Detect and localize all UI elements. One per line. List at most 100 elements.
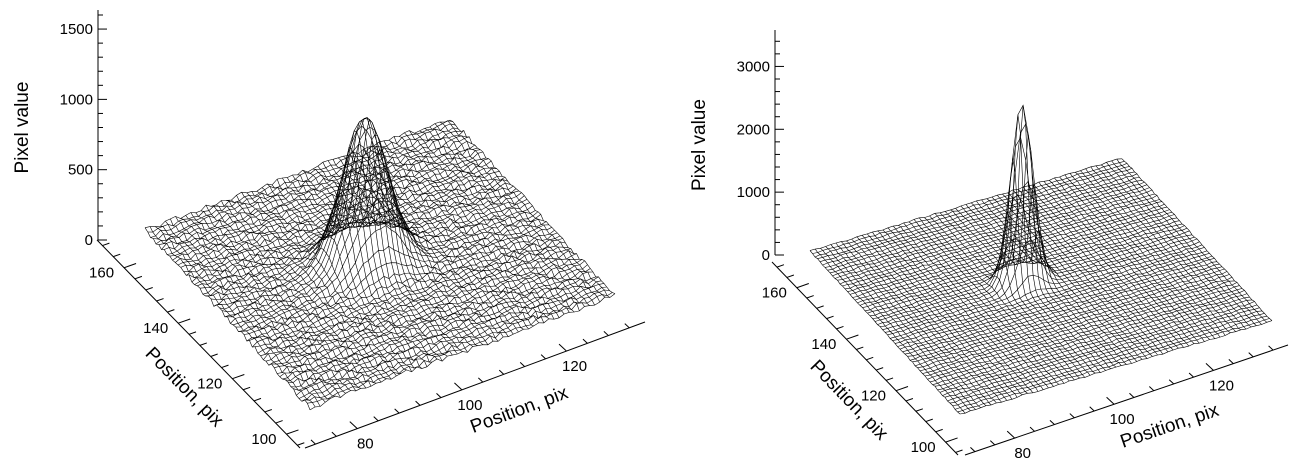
mesh-line [1106,162,1257,326]
x-tick [415,400,421,406]
mesh-line [149,226,316,408]
x-tick [519,362,526,367]
y-tick [796,283,809,289]
mesh-line [185,215,351,391]
z-tick-label: 1500 [60,21,93,38]
x-tick [373,416,379,422]
y-tick [210,353,218,357]
y-tick [253,397,262,402]
y-tick [286,429,299,435]
mesh-line [991,196,1143,360]
mesh-line [1038,181,1190,347]
x-tick [1188,372,1194,378]
mesh-line [165,220,331,400]
mesh-line [825,246,976,410]
y-tick-label: 100 [251,431,276,448]
x-tick [540,354,546,360]
mesh-line [332,159,499,342]
mesh-line [1017,189,1169,352]
surface-mesh [144,117,616,411]
mesh-line [934,213,1086,378]
mesh-line [216,204,382,383]
mesh-line [1080,170,1231,333]
x-axis-title: Position, pix [468,382,572,437]
x-tick [498,369,505,375]
mesh-line [898,225,1049,389]
z-axis: 0 1000 2000 3000 Pixel value [689,30,784,264]
mesh-line [830,244,981,408]
x-tick [970,447,976,452]
mesh-line [388,139,555,320]
mesh-line [1049,180,1200,344]
x-tick-label: 120 [1209,377,1234,394]
y-axis-line [771,261,959,456]
x-tick [1129,392,1135,398]
mesh-line [429,126,595,306]
mesh-line [960,134,1111,369]
x-tick [349,421,358,429]
surface-mesh [809,104,1273,415]
mesh-line [1116,158,1268,323]
mesh-line [924,217,1075,381]
mesh-line [965,184,1117,368]
mesh-line [903,222,1054,387]
mesh-line [856,236,1008,401]
mesh-line [322,162,489,345]
mesh-line [213,166,519,307]
mesh-line [282,264,588,380]
mesh-line [976,200,1127,365]
mesh-line [236,195,402,374]
mesh-line [1033,184,1184,348]
mesh-line [1002,193,1153,357]
y-tick [935,428,943,433]
mesh-line [918,217,1070,382]
z-tick-label: 0 [762,247,770,264]
mesh-line [1121,158,1273,321]
mesh-line [348,155,514,335]
mesh-line [1064,174,1216,339]
mesh-line [444,120,611,298]
x-tick [454,382,463,391]
mesh-line [1075,172,1226,336]
y-tick [955,449,963,453]
y-tick [806,295,814,299]
y-tick [836,325,844,330]
mesh-line [419,130,585,307]
mesh-line [939,211,1091,376]
y-tick [178,318,191,324]
mesh-line [170,218,336,397]
x-tick [310,439,316,445]
mesh-line [144,227,311,411]
x-tick [1006,430,1016,439]
x-tick-label: 80 [1014,445,1031,462]
mesh-line [1101,164,1252,328]
mesh-line [851,238,1002,403]
mesh-line [404,132,570,313]
mesh-line [414,133,580,312]
y-tick [925,418,933,423]
z-axis: 0 500 1000 1500 Pixel value [12,10,107,249]
x-tick [558,343,567,352]
mesh-line [913,219,1065,384]
mesh-line [383,140,550,320]
mesh-line [996,195,1148,359]
y-tick [895,385,909,392]
mesh-line [820,248,971,411]
mesh-line [908,221,1059,385]
surface-plot-right: 0 1000 2000 3000 Pixel value 80 100 120 Position… [650,0,1299,470]
mesh-line [307,167,473,347]
mesh-line [1059,176,1210,340]
mesh-line [1012,189,1164,355]
mesh-line [226,200,392,380]
mesh-line [835,242,987,406]
mesh-line [814,248,966,414]
mesh-line [929,215,1080,379]
x-tick [1029,426,1035,432]
x-tick [436,393,442,398]
y-tick [232,373,245,380]
x-tick [1106,396,1115,405]
x-tick [1205,363,1214,371]
x-tick [603,331,609,336]
